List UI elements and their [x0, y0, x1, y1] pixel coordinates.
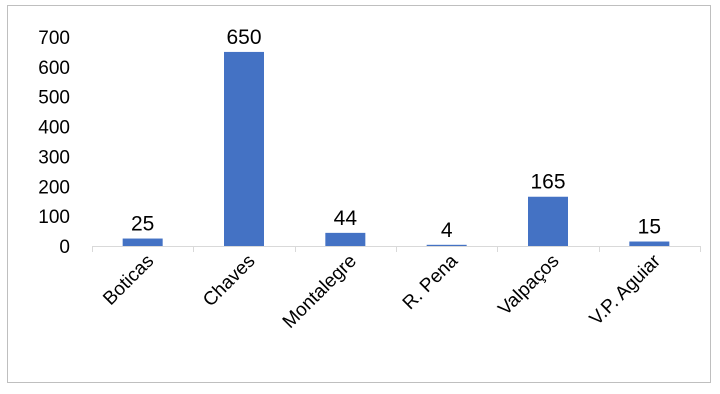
bar-r-pena	[426, 244, 467, 246]
y-tick-label: 300	[38, 147, 70, 168]
bars-group	[122, 51, 670, 246]
data-label: 25	[131, 213, 154, 236]
y-tick-label: 0	[59, 237, 70, 258]
data-label: 15	[638, 216, 661, 239]
data-label: 650	[226, 26, 261, 49]
bar-montalegre	[325, 232, 366, 246]
bar-v-p-aguiar	[629, 241, 670, 246]
x-axis	[92, 246, 701, 252]
y-tick-label: 100	[38, 207, 70, 228]
chart-border	[7, 5, 711, 383]
y-tick-label: 400	[38, 118, 70, 139]
bar-valpa-os	[528, 196, 568, 246]
y-tick-label: 600	[38, 58, 70, 79]
bar-boticas	[122, 238, 163, 246]
bar-chaves	[224, 51, 264, 246]
y-tick-label: 500	[38, 88, 70, 109]
data-label: 165	[530, 171, 565, 194]
data-label: 44	[334, 207, 358, 230]
data-label: 4	[441, 219, 453, 242]
y-axis: 0 100 200 300 400 500 600 700	[38, 28, 70, 258]
y-tick-label: 700	[38, 28, 70, 49]
y-tick-label: 200	[38, 177, 70, 198]
